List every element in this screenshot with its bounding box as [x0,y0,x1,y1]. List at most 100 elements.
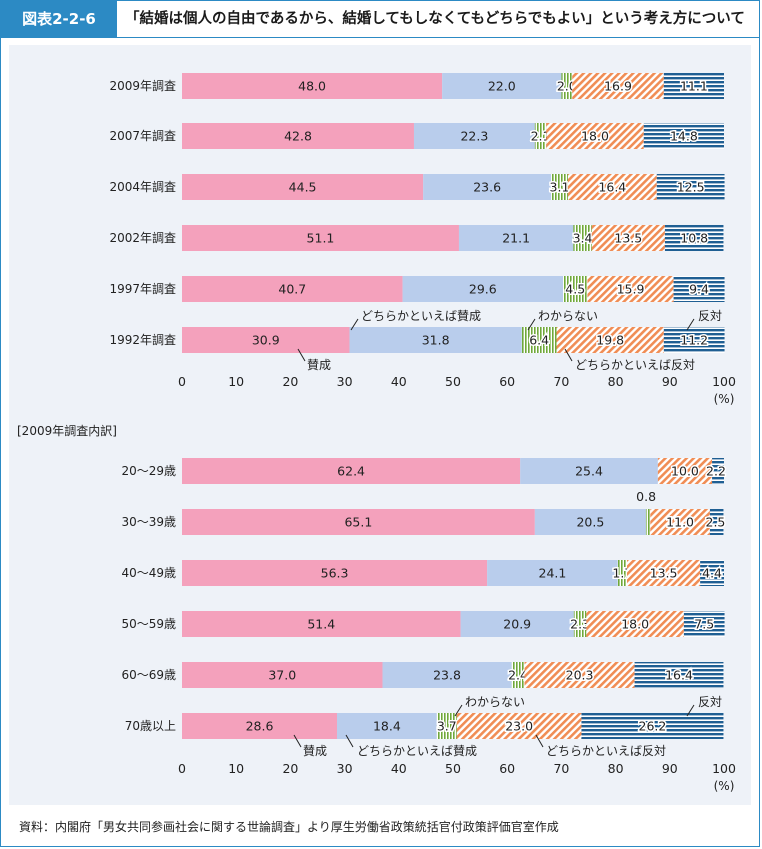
annotation-somewhat-agree: どちらかといえば賛成 [361,309,481,323]
bar-segment-somewhat-agree [402,276,564,302]
data-label: 10.8 [680,231,708,246]
x-tick-label: 100 [712,374,736,389]
data-label: 18.4 [373,719,401,734]
leader-line [686,704,695,717]
bar-segment-somewhat-agree [442,73,562,99]
bar-segment-disagree [643,123,724,149]
annotation-somewhat-disagree: どちらかといえば反対 [546,744,666,758]
bar-segment-somewhat-disagree [546,123,644,149]
x-tick-label: 50 [445,374,461,389]
x-tick-label: 80 [608,761,624,776]
x-tick-label: 90 [662,761,678,776]
x-tick-label: 30 [337,374,353,389]
data-label: 28.6 [246,719,274,734]
data-label: 22.0 [488,79,516,94]
data-label: 19.8 [596,333,624,348]
data-label: 10.0 [671,464,699,479]
category-label: 2009年調査 [109,79,176,93]
data-label: 16.4 [598,180,626,195]
category-label: 40〜49歳 [121,566,176,580]
annotation-somewhat-agree: どちらかといえば賛成 [357,744,477,758]
leader-line [454,704,463,717]
chart-age-breakdown: [2009年調査内訳] 20〜29歳 62.4 25.4 10.0 2.2 30〜39歳 65… [17,423,736,793]
x-unit-label: (%) [714,779,735,793]
leader-line [564,348,573,362]
bar-segment-somewhat-agree [487,560,618,586]
chart-panel: 2009年調査 48.0 22.0 2.0 16.9 11.1 2007年調査 42.8 22.… [9,45,751,805]
bar-segment-agree [182,73,443,99]
bar-segment-dont-know [617,560,627,586]
data-label: 23.6 [473,180,501,195]
data-label: 13.5 [614,231,642,246]
data-label: 11.1 [680,79,708,94]
x-tick-label: 60 [499,374,515,389]
data-label: 65.1 [344,515,372,530]
bar-segment-agree [182,662,383,688]
data-label: 16.4 [665,668,693,683]
data-label: 4.4 [702,566,722,581]
data-label: 48.0 [298,79,326,94]
figure-header: 図表2-2-6 「結婚は個人の自由であるから、結婚してもしなくてもどちらでもよい… [1,1,759,38]
bar-segment-agree [182,225,459,251]
annotation-agree: 賛成 [303,744,327,758]
x-tick-label: 30 [337,761,353,776]
x-tick-label: 40 [391,374,407,389]
bar-segment-dont-know [511,662,525,688]
data-label: 15.9 [617,282,645,297]
bar-segment-agree [182,509,535,535]
bar-segment-dont-know [645,509,651,535]
bar-segment-somewhat-disagree [591,225,665,251]
category-label: 30〜39歳 [121,515,176,529]
x-tick-label: 60 [499,761,515,776]
bar-segment-somewhat-agree [382,662,512,688]
annotation-disagree: 反対 [698,695,722,709]
data-label: 13.5 [650,566,678,581]
figure-number: 図表2-2-6 [1,1,117,37]
bar-segment-somewhat-disagree [586,611,684,637]
bar-segment-disagree [683,611,725,637]
bar-segment-agree [182,276,403,302]
annotation-agree: 賛成 [307,358,331,372]
annotation-dont-know: わからない [465,695,525,709]
bar-segment-dont-know [436,713,457,739]
data-label: 62.4 [337,464,365,479]
bar-segment-somewhat-disagree [556,327,664,353]
category-label: 60〜69歳 [121,668,176,682]
header-rule [1,37,759,38]
data-label: 23.0 [505,719,533,734]
data-label: 11.2 [680,333,708,348]
data-label: 16.9 [604,79,632,94]
data-label: 25.4 [575,464,603,479]
category-label: 1992年調査 [109,333,176,347]
data-label: 20.5 [576,515,604,530]
bar-segment-disagree [634,662,724,688]
data-label: 12.5 [677,180,705,195]
data-label: 18.0 [621,617,649,632]
x-tick-label: 10 [228,761,244,776]
annotation-somewhat-disagree: どちらかといえば反対 [575,358,695,372]
bar-segment-somewhat-disagree [626,560,701,586]
bar-segment-somewhat-disagree [567,174,657,200]
data-label: 51.1 [307,231,335,246]
data-label: 4.5 [565,282,585,297]
leader-line [345,734,354,748]
bar-segment-disagree [656,174,725,200]
data-label: 29.6 [469,282,497,297]
bar-segment-disagree [581,713,724,739]
bar-segment-dont-know [563,276,588,302]
bar-segment-somewhat-disagree [587,276,674,302]
bar-segment-somewhat-agree [460,611,574,637]
data-label: 11.0 [666,515,694,530]
data-label: 24.1 [539,566,567,581]
bar-segment-somewhat-agree [349,327,522,353]
bar-segment-agree [182,560,488,586]
data-label: 9.4 [689,282,709,297]
data-label: 7.5 [694,617,714,632]
data-label: 3.7 [437,719,457,734]
bar-segment-somewhat-agree [337,713,437,739]
x-unit-label: (%) [714,392,735,406]
x-tick-label: 40 [391,761,407,776]
annotation-dont-know: わからない [538,309,598,323]
data-label: 42.8 [284,129,312,144]
bar-segment-somewhat-agree [534,509,646,535]
